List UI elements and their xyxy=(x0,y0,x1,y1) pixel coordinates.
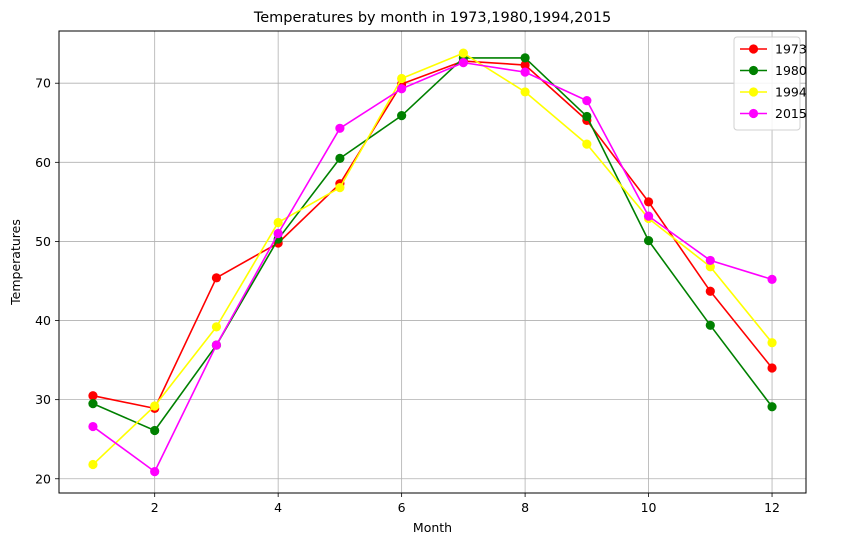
x-axis-label: Month xyxy=(413,520,452,535)
x-tick-label: 8 xyxy=(521,500,529,515)
legend-label: 1994 xyxy=(775,85,807,100)
x-tick-label: 2 xyxy=(151,500,159,515)
y-tick-label: 60 xyxy=(35,155,51,170)
data-point xyxy=(767,338,777,348)
legend-box xyxy=(733,36,801,131)
y-axis-ticks: 20 30 40 50 60 70 xyxy=(35,76,59,486)
data-point xyxy=(767,402,777,412)
data-point xyxy=(273,228,283,239)
data-point xyxy=(150,401,160,411)
series-layer xyxy=(88,48,777,477)
data-point xyxy=(397,73,407,84)
data-point xyxy=(88,421,98,432)
data-point xyxy=(397,111,407,121)
data-point xyxy=(335,123,345,133)
y-tick-label: 40 xyxy=(35,313,51,328)
data-point xyxy=(582,96,592,106)
legend-item: 1994 xyxy=(740,85,807,100)
legend-item: 2015 xyxy=(740,106,807,121)
data-point xyxy=(520,60,530,70)
data-point xyxy=(88,391,98,401)
data-point xyxy=(150,467,160,477)
series-line xyxy=(92,61,773,473)
data-point xyxy=(643,236,654,246)
x-axis-ticks: 2 4 6 8 10 12 xyxy=(151,493,780,515)
data-point xyxy=(767,274,777,285)
data-point xyxy=(520,67,530,77)
legend-marker xyxy=(748,108,759,119)
legend-marker xyxy=(748,65,759,76)
data-point xyxy=(88,399,98,409)
data-point xyxy=(520,87,530,97)
series-line xyxy=(92,57,773,432)
data-point xyxy=(211,340,222,350)
data-point xyxy=(335,153,345,163)
data-point xyxy=(643,211,654,221)
data-point xyxy=(705,286,715,296)
y-tick-label: 30 xyxy=(35,392,51,407)
x-tick-label: 10 xyxy=(641,500,657,515)
plot-area xyxy=(59,31,806,493)
data-point xyxy=(643,197,654,207)
plot-border xyxy=(58,30,807,494)
legend-label: 2015 xyxy=(775,106,807,121)
data-point xyxy=(767,363,777,373)
legend-item: 1973 xyxy=(740,42,807,57)
data-point xyxy=(705,255,715,266)
data-point xyxy=(397,84,407,94)
data-point xyxy=(705,262,715,272)
x-tick-label: 6 xyxy=(398,500,406,515)
data-point xyxy=(211,322,222,332)
y-axis-label: Temperatures xyxy=(8,219,23,306)
data-point xyxy=(335,183,345,193)
y-tick-label: 50 xyxy=(35,234,51,249)
legend-marker xyxy=(748,87,759,97)
data-point xyxy=(273,217,283,228)
data-point xyxy=(211,273,222,283)
x-tick-label: 12 xyxy=(764,500,780,515)
data-point xyxy=(458,48,468,58)
data-point xyxy=(150,425,160,436)
legend: 1973 1980 1994 2015 xyxy=(733,36,807,131)
legend-item: 1980 xyxy=(740,63,807,78)
data-point xyxy=(88,459,98,470)
legend-marker xyxy=(748,44,759,54)
legend-label: 1980 xyxy=(775,63,807,78)
series-line xyxy=(92,60,773,410)
data-point xyxy=(582,111,592,122)
series-2015 xyxy=(88,58,777,477)
data-point xyxy=(520,53,530,63)
x-tick-label: 4 xyxy=(274,500,282,515)
y-tick-label: 70 xyxy=(35,76,51,91)
series-line xyxy=(92,52,773,466)
y-tick-label: 20 xyxy=(35,471,51,486)
chart-title: Temperatures by month in 1973,1980,1994,… xyxy=(253,10,611,26)
data-point xyxy=(458,58,468,68)
data-point xyxy=(582,139,592,149)
data-point xyxy=(705,320,715,330)
legend-label: 1973 xyxy=(775,42,807,57)
